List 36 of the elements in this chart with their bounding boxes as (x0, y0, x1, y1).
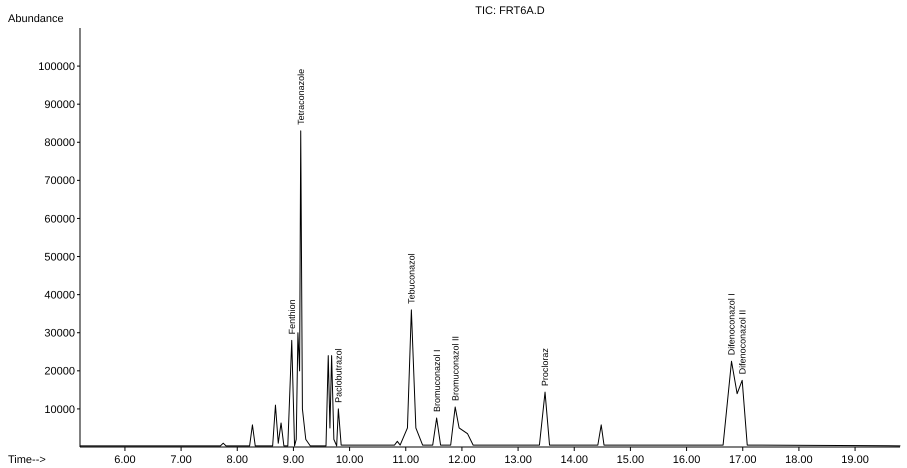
annotation: Bromuconazol I (432, 350, 442, 412)
x-tick-label: 11.00 (392, 454, 420, 466)
x-axis-title: Time--> (8, 454, 46, 466)
y-tick-label: 50000 (44, 251, 75, 264)
x-tick-label: 6.00 (114, 454, 136, 466)
x-tick-label: 12.00 (448, 454, 476, 466)
x-tick-label: 9.00 (282, 454, 304, 466)
y-axis-title: Abundance (8, 13, 64, 25)
x-tick-label: 17.00 (728, 454, 757, 466)
y-tick-label: 40000 (44, 289, 75, 302)
x-tick-label: 13.00 (504, 454, 532, 466)
y-tick-label: 80000 (44, 137, 75, 150)
annotation: Paclobutrazol (334, 348, 344, 403)
annotation: Difenoconazol II (737, 310, 748, 374)
annotation: Fenthion (286, 299, 297, 334)
x-tick-label: 19.00 (841, 454, 869, 466)
annotation: Tebuconazol (406, 253, 417, 304)
x-tick-label: 10.00 (336, 454, 364, 466)
chart-title: TIC: FRT6A.D (475, 5, 545, 17)
y-tick-label: 100000 (38, 60, 75, 73)
annotation: Tetraconazole (296, 68, 306, 125)
y-tick-label: 70000 (44, 175, 75, 188)
y-tick-label: 30000 (44, 328, 75, 340)
x-tick-label: 7.00 (170, 454, 192, 466)
x-tick-label: 14.00 (560, 454, 588, 466)
annotation: Difenoconazol I (726, 293, 737, 356)
y-tick-label: 20000 (44, 366, 75, 378)
x-tick-label: 8.00 (226, 454, 248, 466)
y-tick-label: 10000 (44, 404, 75, 416)
x-tick-label: 16.00 (672, 454, 700, 466)
x-tick-label: 18.00 (785, 454, 813, 466)
annotation: Bromuconazol II (450, 336, 460, 402)
x-tick-label: 15.00 (616, 454, 644, 466)
y-tick-label: 90000 (44, 99, 75, 112)
annotation: Procloraz (540, 348, 550, 386)
y-tick-label: 60000 (44, 213, 75, 226)
